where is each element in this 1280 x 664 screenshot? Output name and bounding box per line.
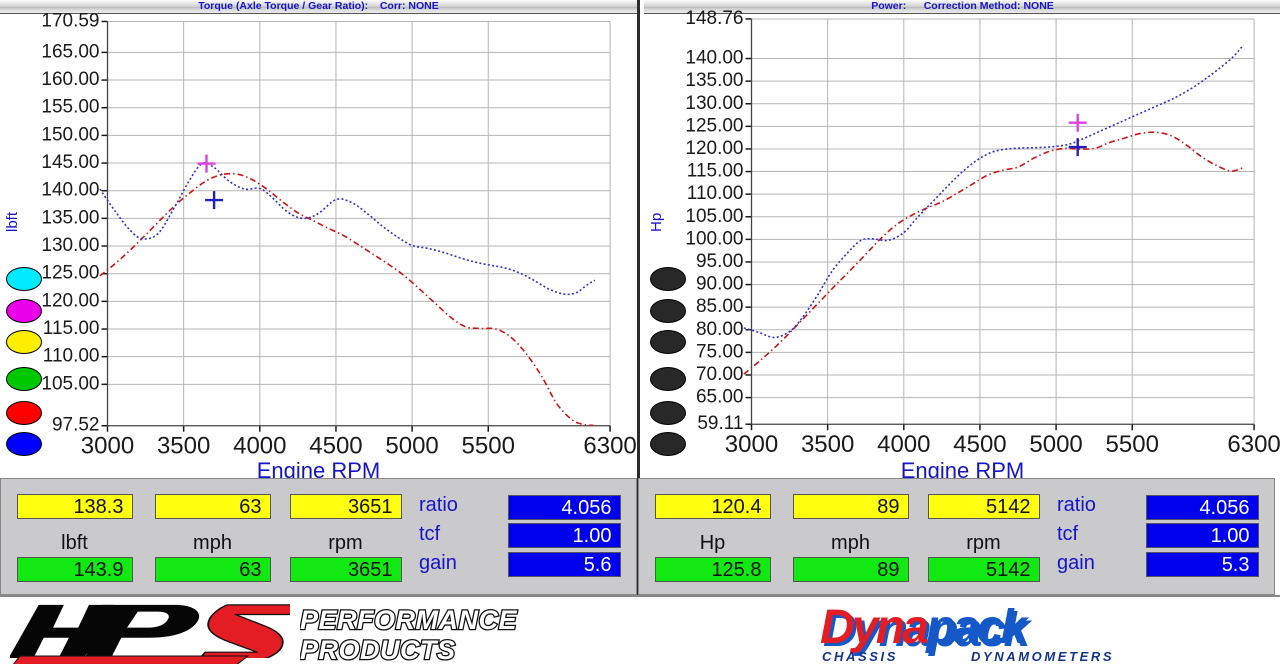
svg-text:5000: 5000	[1029, 431, 1082, 458]
svg-text:105.00: 105.00	[41, 373, 99, 394]
svg-text:140.00: 140.00	[41, 180, 99, 201]
svg-text:75.00: 75.00	[696, 341, 744, 362]
svg-text:3500: 3500	[801, 431, 854, 458]
svg-text:155.00: 155.00	[41, 97, 99, 118]
svg-text:5500: 5500	[462, 433, 515, 460]
svg-text:120.00: 120.00	[41, 290, 99, 311]
svg-text:90.00: 90.00	[696, 274, 744, 295]
svg-text:95.00: 95.00	[696, 251, 744, 272]
svg-text:165.00: 165.00	[41, 41, 99, 62]
svg-text:150.00: 150.00	[41, 124, 99, 145]
svg-text:6300: 6300	[1227, 431, 1280, 458]
svg-text:5500: 5500	[1106, 431, 1159, 458]
svg-text:110.00: 110.00	[687, 183, 744, 204]
svg-text:3000: 3000	[81, 433, 134, 460]
svg-text:5000: 5000	[385, 433, 438, 460]
svg-text:125.00: 125.00	[685, 115, 743, 136]
svg-text:125.00: 125.00	[41, 263, 99, 284]
svg-text:4000: 4000	[233, 433, 286, 460]
svg-text:170.59: 170.59	[41, 10, 99, 31]
svg-text:105.00: 105.00	[685, 206, 743, 227]
svg-text:PRODUCTS: PRODUCTS	[300, 635, 456, 663]
svg-text:85.00: 85.00	[696, 296, 744, 317]
svg-text:140.00: 140.00	[685, 48, 743, 69]
svg-text:130.00: 130.00	[685, 93, 743, 114]
svg-text:160.00: 160.00	[41, 69, 99, 90]
svg-text:4500: 4500	[953, 431, 1006, 458]
svg-text:6300: 6300	[583, 433, 636, 460]
svg-text:Dynapack: Dynapack	[820, 601, 1029, 654]
svg-text:65.00: 65.00	[696, 387, 744, 408]
svg-text:145.00: 145.00	[41, 152, 99, 173]
svg-text:115.00: 115.00	[43, 318, 100, 339]
svg-text:DYNAMOMETERS: DYNAMOMETERS	[971, 649, 1114, 664]
svg-text:135.00: 135.00	[41, 207, 99, 228]
svg-text:4500: 4500	[309, 433, 362, 460]
svg-text:PERFORMANCE: PERFORMANCE	[300, 605, 517, 635]
svg-text:115.00: 115.00	[687, 161, 744, 182]
svg-text:3000: 3000	[725, 431, 778, 458]
svg-text:120.00: 120.00	[685, 138, 743, 159]
svg-text:4000: 4000	[877, 431, 930, 458]
svg-text:CHASSIS: CHASSIS	[822, 649, 898, 664]
svg-text:3500: 3500	[157, 433, 210, 460]
svg-text:135.00: 135.00	[685, 70, 743, 91]
svg-text:80.00: 80.00	[696, 319, 744, 340]
svg-text:130.00: 130.00	[41, 235, 99, 256]
svg-text:148.76: 148.76	[685, 8, 743, 29]
svg-text:100.00: 100.00	[685, 228, 743, 249]
svg-text:110.00: 110.00	[43, 346, 100, 367]
svg-text:70.00: 70.00	[696, 364, 744, 385]
